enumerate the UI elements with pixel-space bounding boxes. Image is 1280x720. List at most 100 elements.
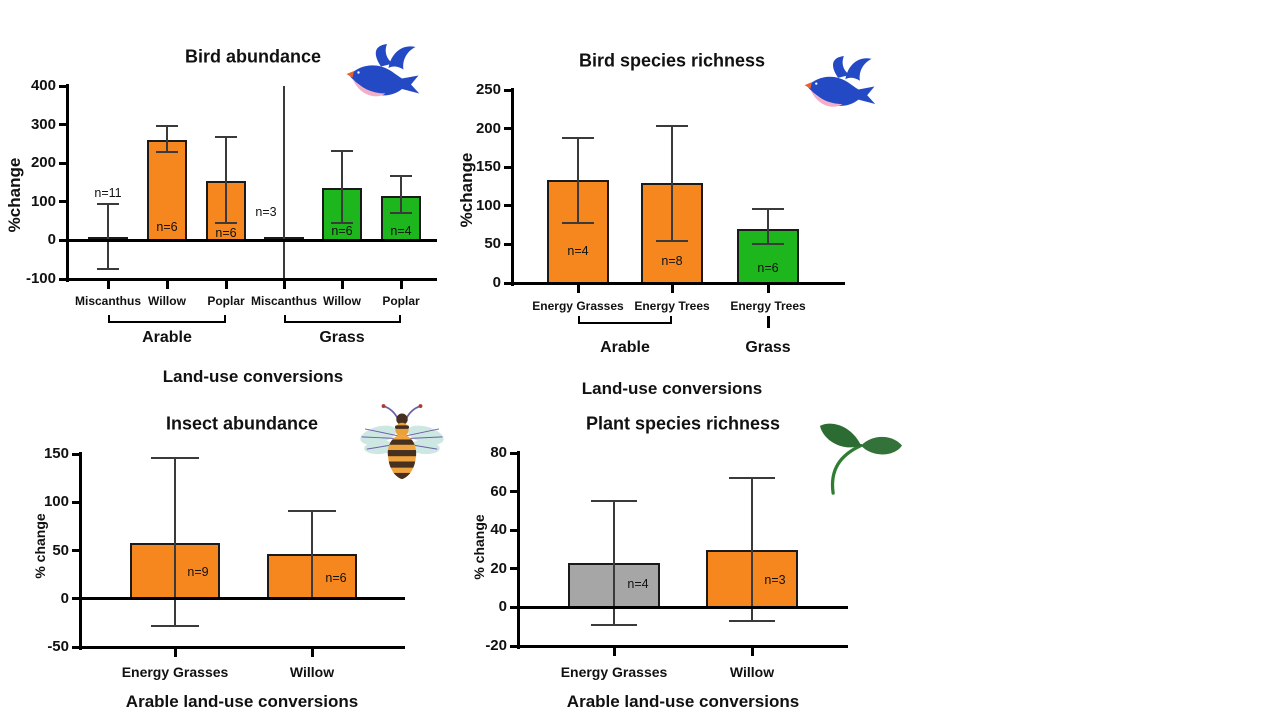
error-bar-line <box>174 457 176 626</box>
group-label-grass-1: Grass <box>319 329 365 346</box>
chart-title-plant-species-richness: Plant species richness <box>585 413 781 434</box>
y-tick <box>504 88 511 92</box>
error-bar-cap-top <box>151 456 199 459</box>
x-axis-title-bird-species-richness: Land-use conversions <box>581 379 763 398</box>
y-tick-label: -100 <box>25 270 56 287</box>
y-tick-label: -50 <box>47 638 69 655</box>
y-axis <box>511 88 514 286</box>
x-axis-zero-line <box>517 605 848 609</box>
category-tick <box>399 280 403 289</box>
n-label: n=9 <box>187 565 209 579</box>
error-bar-cap-bottom <box>156 151 178 154</box>
y-axis <box>79 452 82 650</box>
error-bar-cap-top <box>562 136 594 139</box>
y-tick-label: 100 <box>43 493 69 511</box>
y-tick <box>510 490 517 494</box>
category-tick <box>766 284 770 293</box>
y-tick-label: 50 <box>52 541 69 559</box>
y-tick-label: 200 <box>475 119 501 137</box>
error-bar-line <box>283 86 285 279</box>
y-tick-label: 40 <box>490 521 507 539</box>
category-label: Energy Grasses <box>532 299 624 313</box>
error-bar-line <box>671 125 673 242</box>
error-bar-cap-top <box>729 477 775 480</box>
error-bar-line <box>225 136 227 223</box>
y-tick-label: 100 <box>30 192 56 210</box>
y-tick <box>72 549 79 552</box>
y-axis-title-bird-abundance: %change <box>5 157 24 233</box>
error-bar-cap-top <box>591 500 637 503</box>
error-bar-cap-bottom <box>729 619 775 622</box>
y-tick-label: 100 <box>475 196 501 214</box>
category-tick <box>173 648 177 657</box>
category-tick <box>310 648 314 657</box>
category-tick <box>282 280 286 289</box>
chart-title-bird-species-richness: Bird species richness <box>578 50 766 71</box>
error-bar-cap-bottom <box>591 623 637 626</box>
error-bar-line <box>751 478 753 621</box>
y-tick-label: 20 <box>490 559 507 577</box>
error-bar-cap-top <box>215 135 237 138</box>
y-tick <box>72 645 79 649</box>
error-bar-cap-top <box>288 509 336 512</box>
y-tick <box>510 605 517 609</box>
category-tick <box>224 280 228 289</box>
y-tick <box>72 597 79 601</box>
category-tick <box>612 647 616 656</box>
category-tick <box>576 284 580 293</box>
y-tick-label: 60 <box>490 482 507 500</box>
error-bar-cap-top <box>656 124 688 127</box>
category-label: Willow <box>729 664 775 680</box>
category-tick <box>750 647 754 656</box>
plant-icon <box>820 423 902 495</box>
category-label: Miscanthus <box>74 294 141 308</box>
x-axis-zero-line <box>66 238 437 242</box>
n-label: n=6 <box>757 261 779 275</box>
y-axis-title-plant-species-richness: % change <box>471 514 487 580</box>
error-bar-line <box>400 175 402 214</box>
category-label: Willow <box>323 294 361 308</box>
y-tick <box>504 204 511 208</box>
error-bar-cap-bottom <box>97 268 119 271</box>
y-tick <box>504 127 511 131</box>
y-tick-label: 0 <box>492 274 501 291</box>
y-tick <box>510 644 517 648</box>
error-bar-line <box>311 510 313 599</box>
category-tick <box>340 280 344 289</box>
error-bar-cap-bottom <box>752 243 784 246</box>
y-tick <box>510 567 517 571</box>
x-axis-bottom-line <box>79 645 405 649</box>
y-tick <box>72 452 79 456</box>
n-label: n=8 <box>661 254 683 268</box>
error-bar-cap-top <box>156 124 178 127</box>
y-tick-label: 250 <box>475 81 501 98</box>
n-label: n=6 <box>156 220 178 234</box>
error-bar-line <box>577 137 579 223</box>
y-tick-label: 0 <box>47 231 56 249</box>
error-bar-cap-bottom <box>390 212 412 215</box>
error-bar-cap-bottom <box>215 221 237 224</box>
error-bar-line <box>107 203 109 270</box>
x-axis-title-insect-abundance: Arable land-use conversions <box>125 692 359 711</box>
group-label-grass-2: Grass <box>745 339 791 356</box>
group-label-arable-1: Arable <box>142 329 192 346</box>
y-tick-label: 400 <box>30 77 56 94</box>
group-label-arable-2: Arable <box>600 339 650 356</box>
group-bracket-grass <box>766 316 770 328</box>
chart-title-bird-abundance: Bird abundance <box>184 46 322 67</box>
y-axis <box>66 84 69 282</box>
y-tick <box>59 277 66 281</box>
category-tick <box>106 280 110 289</box>
y-axis-title-bird-species-richness: %change <box>457 152 476 228</box>
y-tick <box>59 200 66 204</box>
y-tick-label: 150 <box>43 445 69 462</box>
error-bar-cap-top <box>752 207 784 210</box>
n-label: n=3 <box>764 573 786 587</box>
y-tick <box>510 528 517 532</box>
n-label: n=4 <box>627 577 649 591</box>
x-axis-zero-line <box>511 281 845 285</box>
error-bar-line <box>767 208 769 245</box>
